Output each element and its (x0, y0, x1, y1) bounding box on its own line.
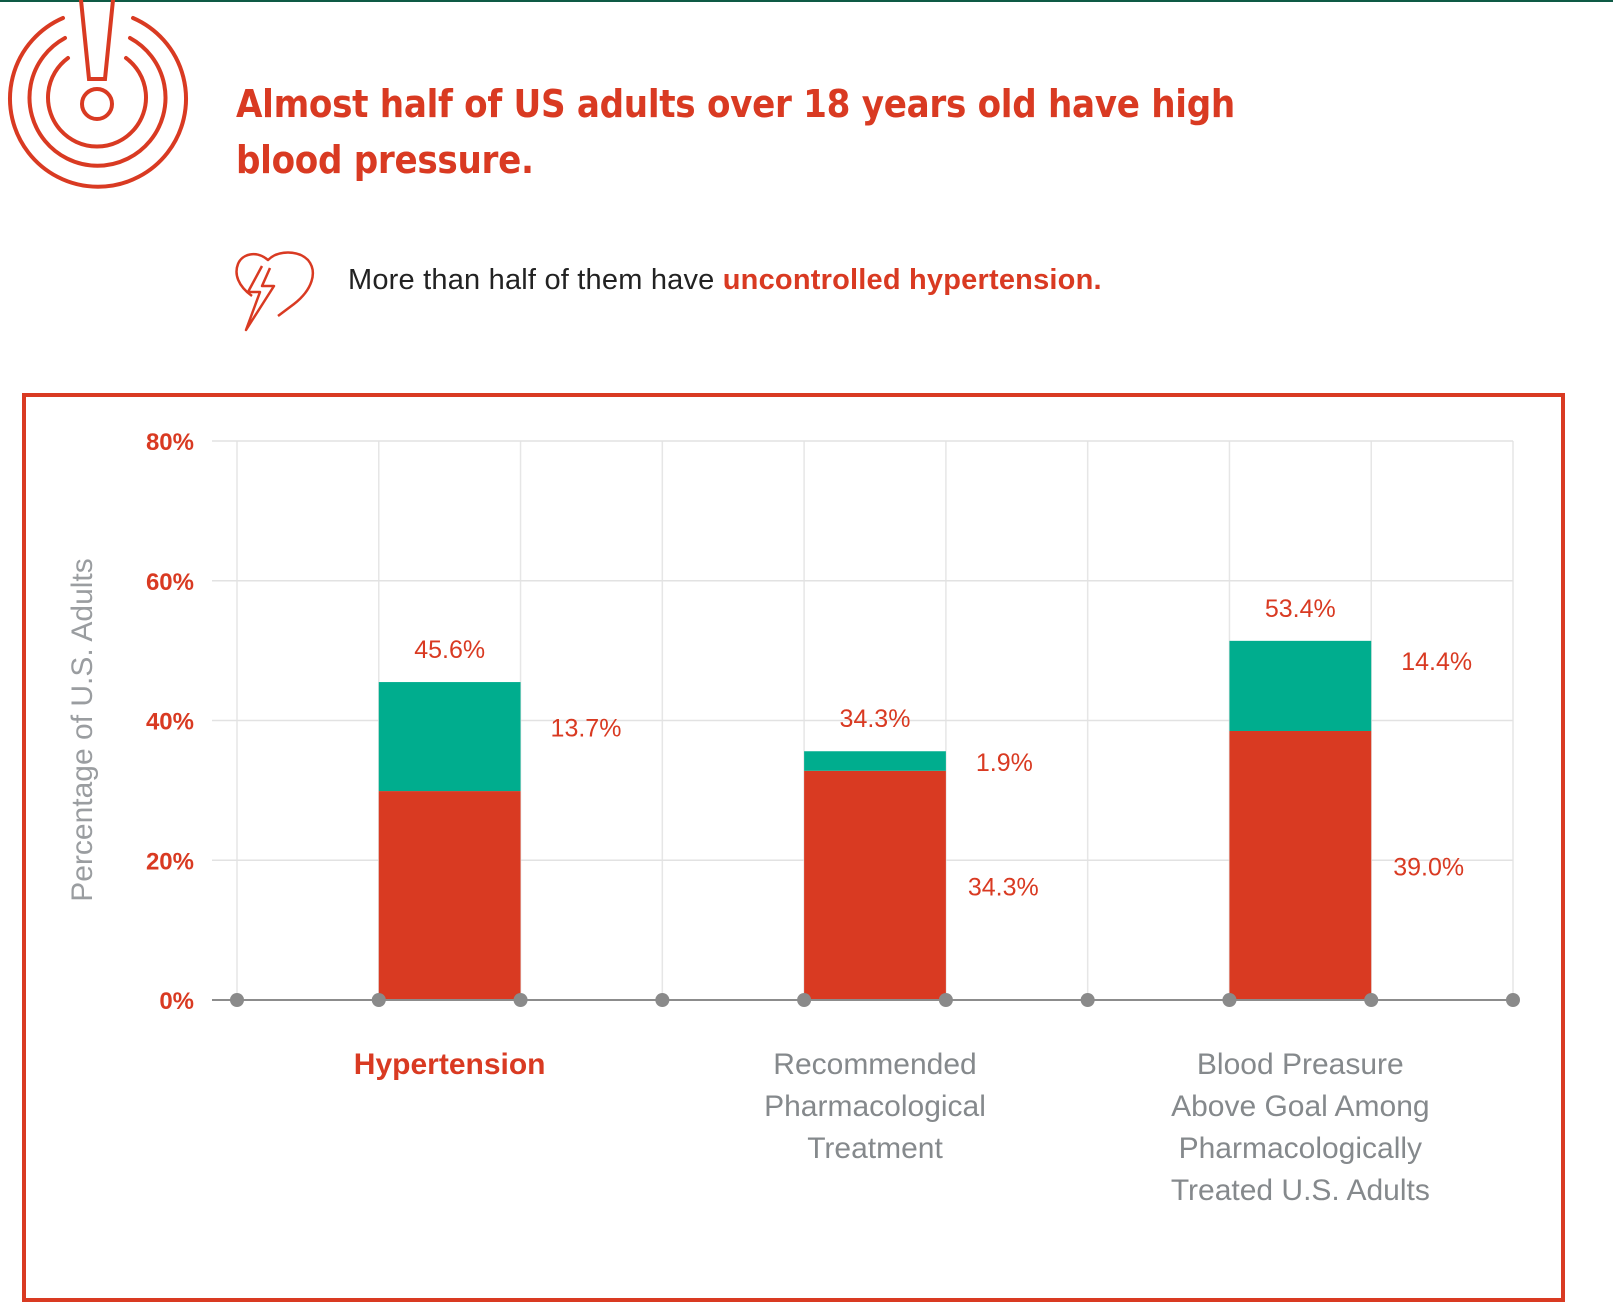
top-segment-value-label: 1.9% (976, 749, 1033, 777)
axis-dot (1364, 993, 1379, 1007)
x-axis-category-label: Blood Preasure Above Goal Among Pharmaco… (1170, 1048, 1430, 1207)
axis-dot (1080, 993, 1095, 1007)
y-tick-label: 40% (146, 709, 194, 736)
top-segment-value-label: 13.7% (551, 715, 622, 743)
axis-dot (655, 993, 670, 1007)
heart-lightning-icon (235, 251, 314, 332)
subline-emphasis: uncontrolled hypertension. (722, 264, 1102, 296)
alert-target-icon (8, 0, 188, 189)
bars (378, 640, 1372, 1000)
axis-dot (1506, 993, 1520, 1007)
bar-segment-base (804, 770, 946, 1000)
top-rule (0, 0, 1613, 2)
value-labels: 45.6% 13.7% 34.3% 1.9% 34.3% 53.4% 14.4% 39.0% (414, 595, 1472, 902)
bar-segment-top (804, 751, 946, 771)
subline: More than half of them have uncontrolled… (348, 264, 1102, 297)
total-value-label: 53.4% (1265, 595, 1336, 623)
headline: Almost half of US adults over 18 years o… (236, 82, 1235, 182)
axis-dot (797, 993, 812, 1007)
bar-segment-top (1229, 640, 1372, 731)
y-tick-label: 80% (146, 429, 194, 456)
subline-text: More than half of them have (348, 264, 723, 296)
axis-dot (371, 993, 386, 1007)
bar-segment-base (1229, 730, 1372, 1000)
x-axis-category-label: Hypertension (353, 1048, 546, 1081)
y-axis-ticks: 0% 20% 40% 60% 80% (146, 429, 194, 1015)
top-segment-value-label: 14.4% (1401, 648, 1472, 676)
base-segment-value-label: 39.0% (1393, 853, 1464, 881)
y-tick-label: 60% (146, 569, 194, 596)
axis-dot (1222, 993, 1237, 1007)
y-tick-label: 20% (146, 848, 194, 875)
total-value-label: 45.6% (414, 636, 485, 664)
bar-segment-base (378, 791, 521, 1000)
base-segment-value-label: 34.3% (968, 873, 1039, 901)
y-tick-label: 0% (159, 988, 194, 1015)
axis-dot (938, 993, 953, 1007)
y-axis-label: Percentage of U.S. Adults (66, 558, 99, 902)
axis-dot (513, 993, 528, 1007)
bar-segment-top (378, 682, 521, 792)
x-axis-category-label: Recommended Pharmacological Treatment (764, 1048, 986, 1165)
x-axis-baseline (212, 993, 1520, 1007)
total-value-label: 34.3% (840, 705, 911, 733)
axis-dot (230, 993, 244, 1007)
chart-frame (22, 393, 1565, 1302)
